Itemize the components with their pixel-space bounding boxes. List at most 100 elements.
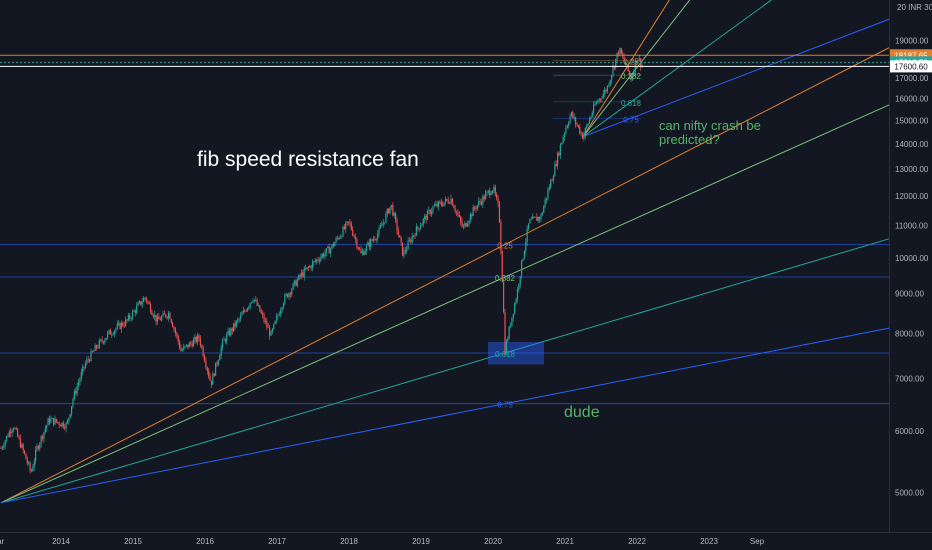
candle-body xyxy=(537,217,539,221)
fan-level-label: 0.618 xyxy=(495,350,516,359)
candle-body xyxy=(198,335,200,339)
candle-body xyxy=(397,230,399,236)
candle-body xyxy=(43,431,45,439)
candle-body xyxy=(263,314,265,322)
candle-body xyxy=(419,226,422,230)
candle-body xyxy=(14,428,16,430)
candle-body xyxy=(514,303,516,314)
candle-body xyxy=(568,122,570,126)
candle-body xyxy=(570,112,573,117)
candle-body xyxy=(54,418,56,425)
candle-body xyxy=(271,329,273,332)
candle-body xyxy=(19,438,21,448)
candle-body xyxy=(228,330,231,336)
candle-body xyxy=(539,217,541,220)
candle-body xyxy=(385,213,387,223)
candle-body xyxy=(519,276,521,285)
candle-body xyxy=(215,362,217,376)
candle-body xyxy=(595,102,597,105)
candle-body xyxy=(586,125,588,129)
x-tick-label: 2018 xyxy=(340,537,358,546)
candle-body xyxy=(118,322,120,325)
candle-body xyxy=(7,436,9,437)
candle-body xyxy=(183,346,185,350)
candle-body xyxy=(511,317,513,326)
candle-body xyxy=(545,198,548,200)
candle-body xyxy=(327,246,329,249)
candle-body xyxy=(191,343,193,347)
candle-body xyxy=(631,74,633,80)
candle-body xyxy=(299,274,301,277)
candle-body xyxy=(565,127,567,134)
candle-body xyxy=(411,236,413,243)
candle-body xyxy=(202,346,204,357)
candle-body xyxy=(145,297,147,302)
candle-body xyxy=(433,205,435,207)
candle-body xyxy=(266,321,268,328)
x-tick-label: 2020 xyxy=(484,537,502,546)
candle-body xyxy=(382,222,384,226)
candle-body xyxy=(435,204,437,206)
candle-body xyxy=(496,194,498,199)
candle-body xyxy=(476,205,478,210)
candle-body xyxy=(281,307,283,311)
fan-level-label: 0.25 xyxy=(497,242,513,251)
candle-body xyxy=(79,379,81,383)
candle-body xyxy=(608,85,610,87)
candle-body xyxy=(532,216,534,220)
candle-body xyxy=(170,318,172,323)
candle-body xyxy=(169,312,171,319)
candle-body xyxy=(562,137,564,143)
candle-body xyxy=(350,223,352,230)
candle-body xyxy=(309,266,311,268)
candle-body xyxy=(68,417,70,422)
fan-level-label: 0.25 xyxy=(623,58,639,67)
candle-body xyxy=(471,214,473,217)
candle-body xyxy=(541,212,543,215)
candle-body xyxy=(425,216,427,220)
candle-body xyxy=(75,391,77,394)
candle-body xyxy=(367,242,369,246)
candle-body xyxy=(590,116,592,120)
candle-body xyxy=(188,342,190,348)
candle-body xyxy=(602,93,604,99)
candle-body xyxy=(318,260,321,262)
candle-body xyxy=(179,341,181,349)
candle-body xyxy=(50,418,52,423)
candle-body xyxy=(241,313,243,316)
candle-body xyxy=(126,319,128,321)
candle-body xyxy=(558,152,560,156)
candle-body xyxy=(540,214,542,220)
candle-body xyxy=(235,320,237,327)
candle-body xyxy=(361,251,363,254)
candle-body xyxy=(292,283,294,290)
candle-body xyxy=(533,216,535,218)
candle-body xyxy=(388,209,390,214)
x-tick-label: 2021 xyxy=(556,537,574,546)
candle-body xyxy=(239,315,242,319)
candle-body xyxy=(210,380,213,385)
candle-body xyxy=(483,196,485,200)
candle-body xyxy=(257,305,260,307)
candle-body xyxy=(503,281,505,312)
candle-body xyxy=(223,339,225,341)
candle-body xyxy=(338,238,340,239)
candle-body xyxy=(349,221,351,224)
candle-body xyxy=(173,327,175,330)
fan-level-label: 0.382 xyxy=(495,274,516,283)
candle-body xyxy=(35,449,37,462)
candle-body xyxy=(396,219,398,231)
candle-body xyxy=(47,418,49,426)
candle-body xyxy=(112,334,114,336)
candle-body xyxy=(248,306,250,309)
candle-body xyxy=(306,267,308,270)
candle-body xyxy=(638,58,640,61)
candle-body xyxy=(619,48,621,55)
x-tick-label: 2022 xyxy=(628,537,646,546)
candle-body xyxy=(22,444,24,451)
candle-body xyxy=(465,223,467,227)
candle-body xyxy=(572,112,574,118)
candle-body xyxy=(331,244,333,249)
candle-body xyxy=(626,63,628,66)
candle-body xyxy=(21,444,23,448)
